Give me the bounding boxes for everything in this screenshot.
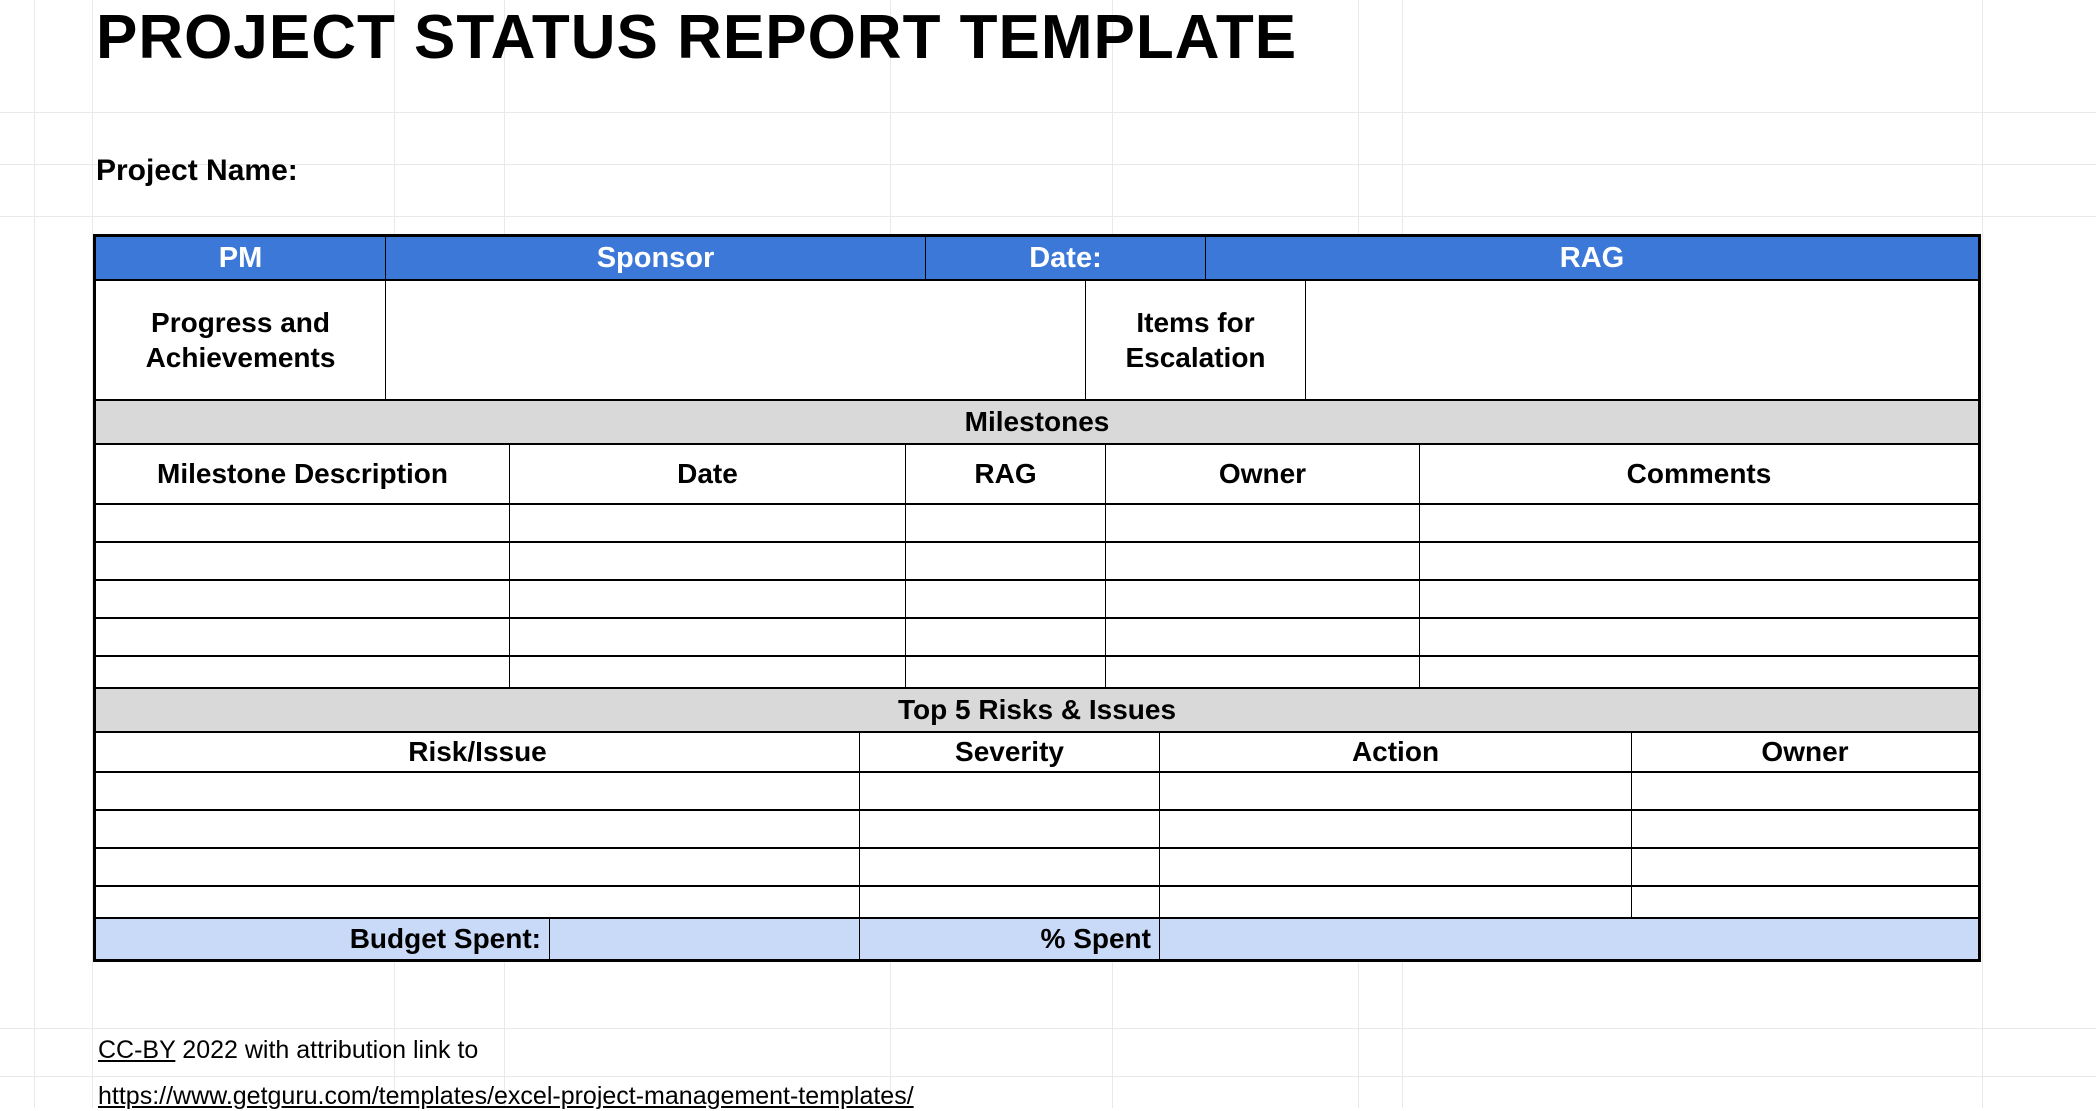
milestones-cell[interactable] [1420, 619, 1978, 655]
pct-spent-value[interactable] [1160, 919, 1978, 959]
risks-col-risk-issue: Risk/Issue [96, 733, 860, 771]
risks-cell[interactable] [1160, 849, 1632, 885]
header-cell-sponsor[interactable]: Sponsor [386, 237, 926, 279]
spreadsheet-canvas: PROJECT STATUS REPORT TEMPLATE Project N… [0, 0, 2096, 1108]
attribution-url[interactable]: https://www.getguru.com/templates/excel-… [98, 1082, 914, 1110]
header-row: PMSponsorDate:RAG [96, 237, 1978, 281]
risks-cell[interactable] [96, 773, 860, 809]
milestones-cell[interactable] [1106, 543, 1420, 579]
risks-cell[interactable] [860, 849, 1160, 885]
milestones-row [96, 619, 1978, 657]
risks-row [96, 849, 1978, 887]
risks-row [96, 887, 1978, 919]
risks-cell[interactable] [96, 849, 860, 885]
risks-header-row: Risk/IssueSeverityActionOwner [96, 733, 1978, 773]
milestones-cell[interactable] [1420, 505, 1978, 541]
attribution-text: 2022 with attribution link to [175, 1036, 478, 1064]
budget-spent-label: Budget Spent: [96, 919, 550, 959]
header-cell-date[interactable]: Date: [926, 237, 1206, 279]
milestones-cell[interactable] [906, 581, 1106, 617]
milestones-cell[interactable] [906, 619, 1106, 655]
attribution-line-2: https://www.getguru.com/templates/excel-… [98, 1082, 914, 1111]
milestones-section-title: Milestones [96, 401, 1978, 445]
page-title: PROJECT STATUS REPORT TEMPLATE [96, 2, 1297, 73]
risks-cell[interactable] [96, 811, 860, 847]
milestones-cell[interactable] [906, 543, 1106, 579]
budget-spent-value[interactable] [550, 919, 860, 959]
project-name-label: Project Name: [96, 154, 298, 188]
grid-row [0, 112, 2096, 113]
risks-col-action: Action [1160, 733, 1632, 771]
items-escalation-label: Items for Escalation [1086, 281, 1306, 399]
milestones-cell[interactable] [510, 505, 906, 541]
cc-by-link[interactable]: CC-BY [98, 1036, 175, 1064]
milestones-col-date: Date [510, 445, 906, 503]
risks-section-title: Top 5 Risks & Issues [96, 689, 1978, 733]
milestones-cell[interactable] [96, 581, 510, 617]
progress-achievements-cell[interactable] [386, 281, 1086, 399]
grid-row [0, 1076, 2096, 1077]
milestones-col-owner: Owner [1106, 445, 1420, 503]
grid-row [0, 164, 2096, 165]
risks-col-severity: Severity [860, 733, 1160, 771]
risks-cell[interactable] [860, 811, 1160, 847]
milestones-cell[interactable] [1420, 657, 1978, 687]
risks-row [96, 811, 1978, 849]
milestones-cell[interactable] [510, 543, 906, 579]
milestones-cell[interactable] [1106, 581, 1420, 617]
grid-col [34, 0, 35, 1108]
milestones-row [96, 581, 1978, 619]
milestones-col-milestone-description: Milestone Description [96, 445, 510, 503]
progress-escalation-row: Progress and Achievements Items for Escal… [96, 281, 1978, 401]
risks-cell[interactable] [1632, 849, 1978, 885]
risks-cell[interactable] [860, 887, 1160, 917]
milestones-cell[interactable] [1106, 505, 1420, 541]
risks-cell[interactable] [1160, 811, 1632, 847]
milestones-cell[interactable] [1106, 657, 1420, 687]
risks-cell[interactable] [1632, 887, 1978, 917]
milestones-cell[interactable] [96, 543, 510, 579]
grid-col [1982, 0, 1983, 1108]
milestones-cell[interactable] [96, 505, 510, 541]
milestones-cell[interactable] [96, 619, 510, 655]
header-cell-pm[interactable]: PM [96, 237, 386, 279]
progress-achievements-label: Progress and Achievements [96, 281, 386, 399]
milestones-col-rag: RAG [906, 445, 1106, 503]
attribution-line-1: CC-BY 2022 with attribution link to [98, 1036, 478, 1065]
grid-row [0, 216, 2096, 217]
risks-cell[interactable] [1160, 773, 1632, 809]
report-frame: PMSponsorDate:RAGProgress and Achievemen… [93, 234, 1981, 962]
milestones-row [96, 543, 1978, 581]
milestones-cell[interactable] [906, 657, 1106, 687]
risks-cell[interactable] [1160, 887, 1632, 917]
milestones-row [96, 657, 1978, 689]
milestones-cell[interactable] [510, 657, 906, 687]
milestones-header-row: Milestone DescriptionDateRAGOwnerComment… [96, 445, 1978, 505]
risks-col-owner: Owner [1632, 733, 1978, 771]
header-cell-rag[interactable]: RAG [1206, 237, 1978, 279]
risks-cell[interactable] [96, 887, 860, 917]
milestones-cell[interactable] [510, 619, 906, 655]
milestones-cell[interactable] [1420, 543, 1978, 579]
milestones-cell[interactable] [510, 581, 906, 617]
budget-row: Budget Spent: % Spent [96, 919, 1978, 959]
milestones-cell[interactable] [1106, 619, 1420, 655]
milestones-cell[interactable] [96, 657, 510, 687]
milestones-row [96, 505, 1978, 543]
risks-row [96, 773, 1978, 811]
milestones-cell[interactable] [1420, 581, 1978, 617]
milestones-col-comments: Comments [1420, 445, 1978, 503]
risks-cell[interactable] [1632, 773, 1978, 809]
items-escalation-cell[interactable] [1306, 281, 1978, 399]
pct-spent-label: % Spent [860, 919, 1160, 959]
risks-cell[interactable] [860, 773, 1160, 809]
milestones-cell[interactable] [906, 505, 1106, 541]
grid-row [0, 1028, 2096, 1029]
risks-cell[interactable] [1632, 811, 1978, 847]
